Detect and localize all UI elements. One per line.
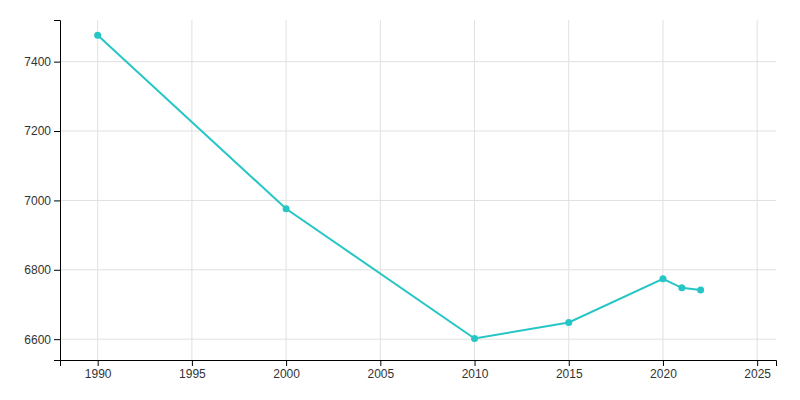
x-grid-line	[380, 20, 381, 360]
x-tick-mark	[663, 360, 664, 366]
x-tick: 2025	[744, 360, 771, 381]
y-axis: 6600 6800 7000 7200 7400	[24, 21, 60, 361]
x-tick-label: 2015	[556, 367, 583, 381]
chart-svg: 1990 1995 2000 2005 2010 2015 2020 2025 6600 6800…	[0, 0, 800, 400]
x-tick-label: 2020	[650, 367, 677, 381]
line	[98, 35, 701, 338]
x-tick-mark	[569, 360, 570, 366]
x-tick-label: 2010	[462, 367, 489, 381]
x-tick-mark	[192, 360, 193, 366]
x-tick-mark	[380, 360, 381, 366]
y-axis-line	[54, 21, 61, 361]
y-tick-label: 7000	[24, 194, 51, 208]
y-tick-label: 6600	[24, 333, 51, 347]
x-tick-label: 1990	[85, 367, 112, 381]
y-tick-mark	[54, 270, 60, 271]
x-tick: 2020	[650, 360, 677, 381]
y-tick-mark	[54, 200, 60, 201]
x-tick-label: 2025	[744, 367, 771, 381]
x-grid-line	[474, 20, 475, 360]
y-tick-label: 7200	[24, 124, 51, 138]
y-tick: 7400	[24, 55, 60, 69]
x-tick-mark	[757, 360, 758, 366]
x-tick-mark	[475, 360, 476, 366]
y-tick-mark	[54, 131, 60, 132]
y-tick: 7000	[24, 194, 60, 208]
point	[94, 32, 101, 39]
y-grid-line	[60, 200, 776, 201]
x-grid-line	[757, 20, 758, 360]
point	[659, 275, 666, 282]
y-tick: 6800	[24, 263, 60, 277]
x-tick: 1990	[85, 360, 112, 381]
x-tick-mark	[98, 360, 99, 366]
x-tick-label: 2000	[273, 367, 300, 381]
point	[678, 284, 685, 291]
x-tick: 2000	[273, 360, 300, 381]
point	[471, 335, 478, 342]
x-tick: 2005	[367, 360, 394, 381]
marks	[94, 32, 704, 342]
point	[565, 319, 572, 326]
y-grid-line	[60, 339, 776, 340]
grid	[60, 20, 776, 360]
y-grid-line	[60, 269, 776, 270]
y-grid-line	[60, 131, 776, 132]
point	[697, 286, 704, 293]
x-tick: 2015	[556, 360, 583, 381]
x-axis: 1990 1995 2000 2005 2010 2015 2020 2025	[61, 360, 777, 381]
y-tick-label: 7400	[24, 55, 51, 69]
x-grid-line	[662, 20, 663, 360]
y-tick: 7200	[24, 124, 60, 138]
plot: 1990 1995 2000 2005 2010 2015 2020 2025 6600 6800…	[24, 20, 776, 381]
x-tick: 1995	[179, 360, 206, 381]
x-axis-line	[61, 361, 777, 367]
x-grid-line	[97, 20, 98, 360]
x-grid-line	[191, 20, 192, 360]
x-tick-label: 2005	[367, 367, 394, 381]
x-tick-mark	[286, 360, 287, 366]
chart-container: 1990 1995 2000 2005 2010 2015 2020 2025 6600 6800…	[0, 0, 800, 400]
y-tick-label: 6800	[24, 263, 51, 277]
y-tick-mark	[54, 339, 60, 340]
point	[283, 205, 290, 212]
y-grid-line	[60, 61, 776, 62]
x-grid-line	[286, 20, 287, 360]
y-tick: 6600	[24, 333, 60, 347]
x-tick-label: 1995	[179, 367, 206, 381]
x-tick: 2010	[462, 360, 489, 381]
y-tick-mark	[54, 62, 60, 63]
x-grid-line	[568, 20, 569, 360]
